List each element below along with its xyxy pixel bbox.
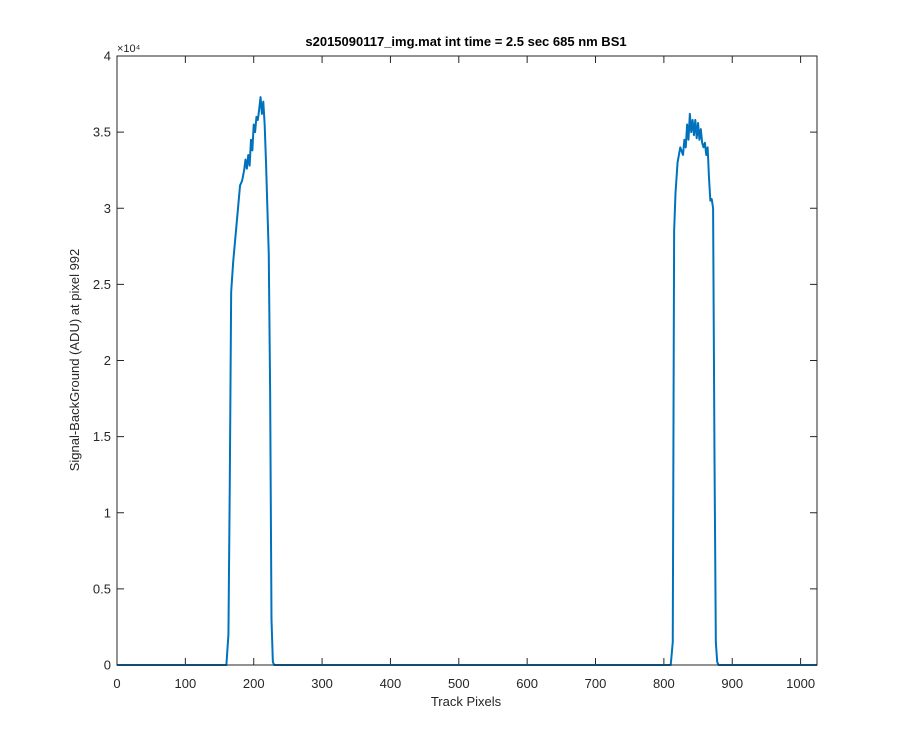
chart-title: s2015090117_img.mat int time = 2.5 sec 6…: [305, 34, 626, 49]
x-tick-label: 1000: [786, 676, 815, 691]
axes-box: [116, 55, 818, 666]
y-tick-label: 3.5: [93, 125, 111, 140]
x-tick-label: 500: [448, 676, 470, 691]
x-tick-label: 300: [311, 676, 333, 691]
x-tick-label: 800: [653, 676, 675, 691]
y-tick-label: 0: [104, 658, 111, 673]
x-tick-label: 400: [380, 676, 402, 691]
y-tick-label: 1: [104, 505, 111, 520]
y-exponent-label: ×10⁴: [117, 43, 141, 55]
plot-area: [117, 56, 817, 665]
axes-background: [117, 56, 817, 665]
x-axis-label: Track Pixels: [431, 694, 502, 709]
y-axis-label: Signal-BackGround (ADU) at pixel 992: [67, 249, 82, 472]
y-tick-label: 2.5: [93, 277, 111, 292]
x-tick-label: 900: [721, 676, 743, 691]
y-tick-label: 2: [104, 353, 111, 368]
x-tick-label: 200: [243, 676, 265, 691]
x-tick-label: 0: [113, 676, 120, 691]
x-axis-ticks: 0 100 200 300 400 500 600 700 800 900 1000: [113, 56, 815, 691]
y-tick-label: 1.5: [93, 429, 111, 444]
x-tick-label: 600: [516, 676, 538, 691]
y-tick-label: 3: [104, 201, 111, 216]
x-tick-label: 100: [175, 676, 197, 691]
x-tick-label: 700: [585, 676, 607, 691]
y-tick-label: 0.5: [93, 581, 111, 596]
y-axis-ticks: 0 0.5 1 1.5 2 2.5 3 3.5 4: [93, 49, 817, 673]
y-tick-label: 4: [104, 49, 111, 64]
